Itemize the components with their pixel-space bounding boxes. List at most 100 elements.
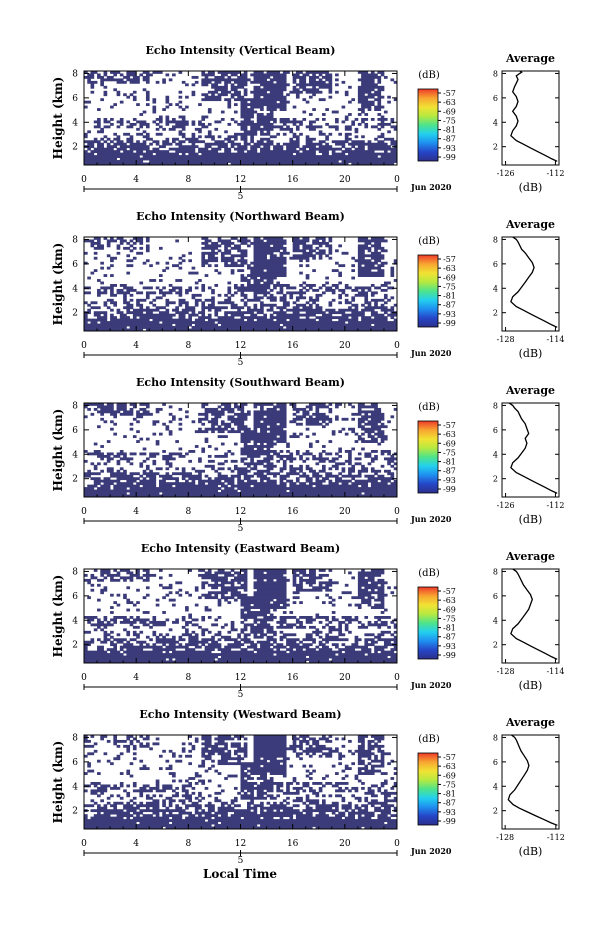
y-tick-label: 2 bbox=[72, 143, 78, 153]
panel-1: Echo Intensity (Northward Beam) 2 4 6 8 Heigh… bbox=[51, 210, 564, 368]
average-y-tick-label: 4 bbox=[493, 782, 498, 791]
colorbar bbox=[417, 254, 439, 328]
average-profile-line bbox=[508, 402, 558, 494]
x-tick-label: 20 bbox=[339, 839, 351, 849]
heatmap-cells bbox=[84, 237, 398, 332]
y-tick-label: 8 bbox=[72, 235, 78, 245]
colorbar bbox=[417, 420, 439, 494]
average-frame bbox=[501, 402, 560, 498]
average-y-tick-label: 2 bbox=[493, 807, 498, 816]
panel-4: Echo Intensity (Westward Beam) 2 4 6 8 Height… bbox=[51, 708, 565, 866]
average-x-label: (dB) bbox=[519, 679, 543, 692]
x-tick-label: 0 bbox=[81, 341, 87, 351]
average-x-tick-label: -112 bbox=[546, 169, 564, 178]
colorbar-tick-label: -87 bbox=[443, 301, 456, 310]
x-tick-label: 4 bbox=[133, 673, 139, 683]
x-tick-label: 0 bbox=[81, 839, 87, 849]
x-tick-label: 16 bbox=[287, 341, 299, 351]
x-tick-label: 20 bbox=[339, 175, 351, 185]
average-profile-line bbox=[510, 568, 558, 660]
average-y-tick-label: 4 bbox=[493, 450, 498, 459]
y-tick-label: 8 bbox=[72, 567, 78, 577]
y-tick-label: 6 bbox=[72, 94, 78, 104]
y-tick-label: 4 bbox=[72, 284, 78, 294]
x-tick-label: 8 bbox=[185, 673, 191, 683]
colorbar-tick-label: -81 bbox=[443, 624, 456, 633]
average-frame bbox=[501, 236, 560, 332]
colorbar-tick-label: -93 bbox=[443, 144, 456, 153]
x-tick-label: 4 bbox=[133, 175, 139, 185]
colorbar-tick-label: -75 bbox=[443, 614, 456, 623]
colorbar-tick-label: -93 bbox=[443, 310, 456, 319]
colorbar bbox=[417, 88, 439, 162]
average-x-label: (dB) bbox=[519, 347, 543, 360]
y-tick-label: 4 bbox=[72, 450, 78, 460]
y-tick-label: 6 bbox=[72, 592, 78, 602]
x-tick-label: 8 bbox=[185, 175, 191, 185]
average-y-tick-label: 2 bbox=[493, 143, 498, 152]
colorbar-tick-label: -75 bbox=[443, 282, 456, 291]
y-tick-label: 4 bbox=[72, 782, 78, 792]
average-y-tick-label: 6 bbox=[493, 94, 498, 103]
heatmap-cells bbox=[84, 735, 398, 830]
colorbar bbox=[417, 586, 439, 660]
colorbar-tick-label: -69 bbox=[443, 439, 456, 448]
panel-title: Echo Intensity (Northward Beam) bbox=[136, 210, 345, 223]
x-tick-label: 16 bbox=[287, 673, 299, 683]
colorbar-tick-label: -69 bbox=[443, 605, 456, 614]
average-y-tick-label: 6 bbox=[493, 758, 498, 767]
average-title: Average bbox=[505, 218, 555, 231]
colorbar-tick-label: -69 bbox=[443, 273, 456, 282]
average-profile-line bbox=[510, 70, 558, 162]
average-y-tick-label: 4 bbox=[493, 284, 498, 293]
average-y-tick-label: 8 bbox=[493, 401, 498, 410]
average-y-tick-label: 8 bbox=[493, 235, 498, 244]
average-y-tick-label: 6 bbox=[493, 426, 498, 435]
colorbar-tick-label: -63 bbox=[443, 430, 456, 439]
average-x-label: (dB) bbox=[519, 513, 543, 526]
x-tick-label: 0 bbox=[394, 507, 400, 517]
x-tick-label: 0 bbox=[81, 507, 87, 517]
x-tick-label: 16 bbox=[287, 175, 299, 185]
average-x-tick-label: -112 bbox=[546, 501, 564, 510]
date-label: Jun 2020 bbox=[410, 182, 452, 192]
x-tick-label: 0 bbox=[81, 673, 87, 683]
x-tick-label: 12 bbox=[235, 673, 246, 683]
y-axis-label: Height (km) bbox=[51, 243, 65, 326]
colorbar-tick-label: -99 bbox=[443, 153, 456, 162]
y-tick-label: 6 bbox=[72, 260, 78, 270]
colorbar-tick-label: -99 bbox=[443, 485, 456, 494]
average-y-tick-label: 6 bbox=[493, 592, 498, 601]
colorbar-tick-label: -81 bbox=[443, 292, 456, 301]
y-tick-label: 2 bbox=[72, 475, 78, 485]
colorbar-tick-label: -75 bbox=[443, 448, 456, 457]
average-y-tick-label: 6 bbox=[493, 260, 498, 269]
colorbar-tick-label: -93 bbox=[443, 808, 456, 817]
x-tick-label: 12 bbox=[235, 341, 246, 351]
x-tick-label: 4 bbox=[133, 839, 139, 849]
average-x-tick-label: -128 bbox=[497, 335, 515, 344]
colorbar-tick-label: -81 bbox=[443, 126, 456, 135]
average-y-tick-label: 2 bbox=[493, 641, 498, 650]
x-tick-label: 20 bbox=[339, 507, 351, 517]
x-tick-label: 0 bbox=[394, 839, 400, 849]
panel-title: Echo Intensity (Westward Beam) bbox=[139, 708, 341, 721]
average-profile-line bbox=[507, 734, 558, 826]
y-tick-label: 8 bbox=[72, 733, 78, 743]
average-y-tick-label: 8 bbox=[493, 69, 498, 78]
x-tick-label: 8 bbox=[185, 507, 191, 517]
heatmap-cells bbox=[84, 71, 398, 166]
y-axis-label: Height (km) bbox=[51, 409, 65, 492]
colorbar-unit: (dB) bbox=[418, 70, 440, 81]
x-tick-label: 4 bbox=[133, 341, 139, 351]
average-y-tick-label: 4 bbox=[493, 118, 498, 127]
average-frame bbox=[501, 568, 560, 664]
x-tick-label: 8 bbox=[185, 341, 191, 351]
x-tick-label: 4 bbox=[133, 507, 139, 517]
x-tick-label: 20 bbox=[339, 673, 351, 683]
colorbar bbox=[417, 752, 439, 826]
average-y-tick-label: 8 bbox=[493, 567, 498, 576]
colorbar-unit: (dB) bbox=[418, 402, 440, 413]
colorbar-tick-label: -75 bbox=[443, 780, 456, 789]
